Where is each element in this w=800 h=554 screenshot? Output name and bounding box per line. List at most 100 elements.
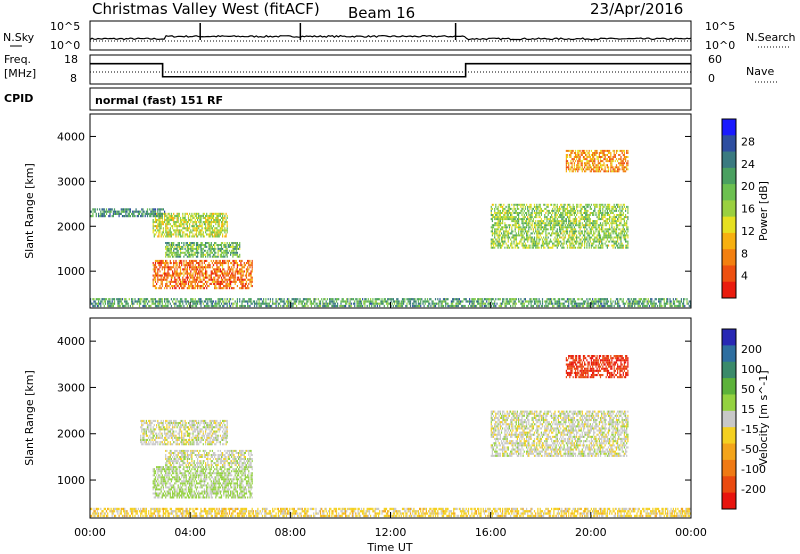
heatmap-cell xyxy=(615,236,618,239)
heatmap-cell xyxy=(205,264,207,267)
heatmap-cell xyxy=(507,300,509,303)
heatmap-cell xyxy=(192,253,194,256)
heatmap-cell xyxy=(456,300,458,303)
heatmap-cell xyxy=(98,215,100,218)
heatmap-cell xyxy=(175,280,177,283)
heatmap-cell xyxy=(167,272,169,275)
heatmap-cell xyxy=(609,149,611,152)
heatmap-cell xyxy=(209,255,211,258)
heatmap-cell xyxy=(179,223,182,226)
heatmap-cell xyxy=(248,264,250,267)
heatmap-cell xyxy=(210,231,212,234)
heatmap-cell xyxy=(539,216,541,219)
heatmap-cell xyxy=(359,302,361,305)
heatmap-cell xyxy=(599,236,602,239)
heatmap-cell xyxy=(625,230,627,233)
heatmap-cell xyxy=(576,166,578,169)
heatmap-cell xyxy=(599,209,602,212)
heatmap-cell xyxy=(251,280,253,283)
heatmap-cell xyxy=(618,234,620,237)
heatmap-cell xyxy=(333,304,335,308)
heatmap-cell xyxy=(522,205,524,208)
heatmap-cell xyxy=(190,244,192,246)
heatmap-cell xyxy=(602,168,604,171)
heatmap-cell xyxy=(239,259,241,262)
heatmap-cell xyxy=(165,214,167,217)
heatmap-cell xyxy=(164,266,166,269)
heatmap-cell xyxy=(605,234,607,237)
heatmap-cell xyxy=(598,170,600,173)
heatmap-cell xyxy=(224,214,226,217)
heatmap-cell xyxy=(210,274,212,277)
heatmap-cell xyxy=(512,304,514,308)
heatmap-cell xyxy=(556,224,558,227)
heatmap-cell xyxy=(153,274,155,277)
heatmap-cell xyxy=(507,218,509,221)
heatmap-cell xyxy=(193,229,195,232)
heatmap-cell xyxy=(201,266,203,269)
heatmap-cell xyxy=(193,266,195,269)
heatmap-cell xyxy=(599,246,602,249)
heatmap-cell xyxy=(173,274,175,277)
heatmap-cell xyxy=(181,221,183,224)
heatmap-cell xyxy=(622,230,624,233)
heatmap-cell xyxy=(193,276,195,279)
heatmap-cell xyxy=(536,244,538,247)
heatmap-cell xyxy=(627,156,629,158)
heatmap-cell xyxy=(283,298,285,301)
heatmap-cell xyxy=(166,245,168,248)
heatmap-cell xyxy=(212,235,215,238)
heatmap-cell xyxy=(201,253,203,256)
heatmap-cell xyxy=(244,282,246,285)
heatmap-cell xyxy=(623,220,625,223)
heatmap-cell xyxy=(191,276,193,279)
heatmap-cell xyxy=(191,298,193,301)
heatmap-cell xyxy=(497,207,499,210)
heatmap-cell xyxy=(161,300,163,303)
freq-tick-bottom: 8 xyxy=(70,72,77,85)
heatmap-cell xyxy=(209,249,211,252)
heatmap-cell xyxy=(179,278,182,281)
heatmap-cell xyxy=(90,302,92,305)
heatmap-cell xyxy=(559,226,561,229)
heatmap-cell xyxy=(178,276,180,279)
heatmap-cell xyxy=(471,304,473,308)
heatmap-cell xyxy=(226,216,228,219)
heatmap-cell xyxy=(157,280,159,283)
heatmap-cell xyxy=(579,232,581,235)
heatmap-cell xyxy=(595,228,597,231)
heatmap-cell xyxy=(516,205,518,208)
heatmap-cell xyxy=(168,244,170,246)
heatmap-cell xyxy=(595,224,597,227)
heatmap-cell xyxy=(596,222,598,225)
heatmap-cell xyxy=(621,224,623,227)
heatmap-cell xyxy=(145,298,147,301)
heatmap-cell xyxy=(515,236,517,239)
heatmap-cell xyxy=(212,276,215,279)
heatmap-cell xyxy=(576,207,578,210)
heatmap-cell xyxy=(538,222,540,225)
heatmap-cell xyxy=(589,170,591,173)
heatmap-cell xyxy=(259,298,261,301)
heatmap-cell xyxy=(557,232,559,235)
heatmap-cell xyxy=(618,209,620,212)
heatmap-cell xyxy=(162,208,164,211)
heatmap-cell xyxy=(233,266,235,269)
heatmap-cell xyxy=(195,251,198,254)
heatmap-cell xyxy=(342,300,344,303)
heatmap-cell xyxy=(148,212,150,215)
heatmap-cell xyxy=(383,298,385,301)
heatmap-cell xyxy=(572,228,574,231)
heatmap-cell xyxy=(269,304,271,308)
heatmap-cell xyxy=(349,304,351,308)
heatmap-cell xyxy=(562,242,564,245)
heatmap-cell xyxy=(432,300,434,303)
heatmap-cell xyxy=(152,219,154,222)
heatmap-cell xyxy=(210,259,212,262)
heatmap-cell xyxy=(186,221,188,224)
heatmap-cell xyxy=(222,212,224,215)
heatmap-cell xyxy=(456,302,458,305)
heatmap-cell xyxy=(546,203,548,206)
heatmap-cell xyxy=(201,272,203,275)
heatmap-cell xyxy=(151,298,153,301)
